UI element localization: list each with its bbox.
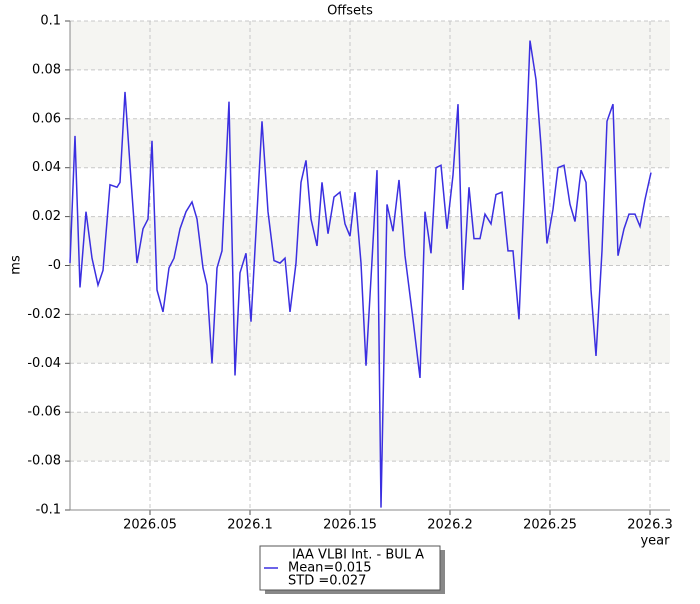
y-tick-label: -0.06 xyxy=(27,405,61,420)
legend-note: STD =0.027 xyxy=(288,574,366,589)
y-tick-label: 0.04 xyxy=(32,160,61,175)
y-tick-label: 0.08 xyxy=(32,62,61,77)
grid-band xyxy=(70,118,670,168)
grid-band xyxy=(70,216,670,266)
x-tick-label: 2026.15 xyxy=(323,518,377,533)
y-tick-label: 0.02 xyxy=(32,209,61,224)
x-tick-label: 2026.05 xyxy=(123,518,177,533)
legend-note: Mean=0.015 xyxy=(288,561,372,576)
y-tick-label: -0 xyxy=(48,258,61,273)
legend-label: IAA VLBI Int. - BUL A xyxy=(292,548,424,563)
grid-band xyxy=(70,314,670,364)
y-tick-label: -0.02 xyxy=(27,307,61,322)
y-tick-label: 0.06 xyxy=(32,111,61,126)
x-tick-label: 2026.1 xyxy=(227,518,273,533)
data-line xyxy=(69,40,652,508)
x-tick-label: 2026.2 xyxy=(427,518,473,533)
y-tick-label: 0.1 xyxy=(40,14,61,29)
grid-band xyxy=(70,21,670,70)
chart-title: Offsets xyxy=(327,4,373,19)
y-tick-label: -0.04 xyxy=(27,356,61,371)
x-axis-label: year xyxy=(640,534,670,549)
x-tick-label: 2026.25 xyxy=(523,518,577,533)
legend-box xyxy=(259,545,441,591)
y-tick-label: -0.1 xyxy=(36,503,61,518)
y-axis-label: ms xyxy=(9,255,24,275)
grid-band xyxy=(70,412,670,462)
x-tick-label: 2026.3 xyxy=(627,518,673,533)
y-tick-label: -0.08 xyxy=(27,454,61,469)
